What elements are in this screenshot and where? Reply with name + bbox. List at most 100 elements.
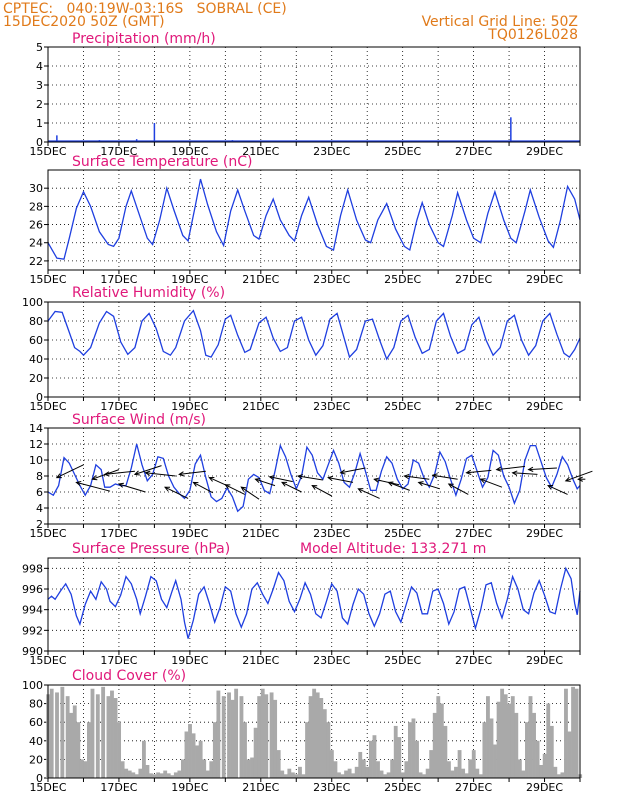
cloud-bar [560, 772, 565, 778]
cloud-bar [411, 718, 416, 778]
x-tick-label: 25DEC [384, 400, 421, 413]
y-tick-label: 60 [29, 716, 43, 729]
panel-title: Precipitation (mm/h) [72, 31, 216, 47]
cloud-bar [457, 750, 462, 778]
cloud-bar [79, 759, 84, 778]
x-tick-label: 23DEC [313, 145, 350, 158]
cloud-bar [117, 722, 122, 778]
y-tick-label: 40 [29, 735, 43, 748]
cloud-bar [539, 764, 544, 778]
wind-arrow [145, 472, 176, 477]
y-tick-label: 26 [29, 219, 43, 232]
cloud-bar [542, 753, 547, 778]
cloud-bar [447, 761, 451, 778]
y-tick-label: 3 [36, 79, 43, 92]
wind-arrow [496, 465, 526, 471]
wind-arrow [179, 470, 206, 475]
wind-arrow [76, 481, 111, 492]
cloud-bar [482, 722, 487, 778]
cloud-bar [478, 774, 483, 778]
cloud-bar [333, 761, 338, 778]
wind-arrow [466, 469, 492, 474]
wind-arrow-head [564, 476, 571, 482]
run-date: 15DEC2020 50Z (GMT) [3, 14, 165, 30]
cloud-bar [564, 688, 568, 778]
cloud-bar [127, 770, 132, 778]
x-tick-label: 19DEC [171, 654, 208, 667]
cloud-bar [574, 688, 579, 778]
y-tick-label: 80 [29, 698, 43, 711]
cloud-bar [553, 766, 558, 778]
wind-arrow-head [281, 481, 288, 487]
wind-arrow-head [117, 482, 124, 488]
x-tick-label: 29DEC [526, 145, 563, 158]
wind-arrow [328, 477, 354, 483]
y-tick-label: 14 [29, 422, 43, 435]
cloud-bar [496, 701, 501, 778]
wind-arrow-head [357, 488, 364, 493]
wind-arrow-head [403, 473, 410, 480]
cloud-bar [243, 722, 247, 778]
wind-arrow [528, 467, 557, 471]
x-tick-label: 17DEC [100, 527, 137, 540]
x-tick-label: 21DEC [242, 273, 279, 286]
y-tick-label: 100 [22, 296, 43, 309]
cloud-bar [390, 759, 395, 778]
wind-arrow-head [240, 486, 247, 492]
cloud-bar [290, 772, 295, 778]
wind-arrow [358, 488, 380, 499]
y-tick-label: 60 [29, 334, 43, 347]
cloud-bar [407, 722, 412, 778]
x-tick-label: 21DEC [242, 400, 279, 413]
y-tick-label: 40 [29, 353, 43, 366]
wind-arrow [432, 474, 458, 480]
panel-title: Surface Temperature (nC) [72, 154, 253, 170]
cloud-bar [319, 698, 324, 778]
wind-arrow-head [296, 474, 303, 480]
cloud-bar [429, 750, 434, 778]
wind-arrow [340, 467, 366, 474]
panel-frame [47, 301, 581, 398]
x-tick-label: 19DEC [171, 781, 208, 794]
cloud-bar [471, 750, 476, 778]
wind-arrow-head [327, 475, 334, 481]
y-tick-label: 6 [36, 486, 43, 499]
cloud-bar [567, 731, 572, 778]
wind-arrow [418, 481, 441, 490]
cloud-bar [312, 688, 317, 778]
cloud-bar [298, 766, 302, 778]
cloud-bar [294, 774, 299, 778]
cloud-bar [184, 731, 189, 778]
wind-arrow [118, 483, 146, 493]
series-line [47, 178, 581, 260]
x-tick-label: 25DEC [384, 781, 421, 794]
cloud-bar [351, 773, 356, 778]
x-tick-label: 15DEC [29, 400, 66, 413]
cloud-bar [337, 772, 341, 778]
wind-arrow [164, 486, 189, 499]
x-tick-label: 19DEC [171, 145, 208, 158]
wind-arrow-head [527, 466, 534, 472]
x-tick-label: 15DEC [29, 273, 66, 286]
cloud-bar [106, 696, 111, 778]
y-tick-label: 12 [29, 438, 43, 451]
cloud-bar [393, 725, 398, 778]
cloud-bar [227, 692, 231, 778]
y-tick-label: 28 [29, 200, 43, 213]
x-tick-label: 25DEC [384, 145, 421, 158]
wind-arrow [269, 476, 293, 483]
cloud-bar [141, 740, 146, 778]
cloud-bar [198, 740, 203, 778]
cloud-bar [95, 694, 100, 778]
wind-arrow-head [373, 477, 380, 483]
x-tick-label: 29DEC [526, 527, 563, 540]
y-tick-label: 4 [36, 502, 43, 515]
cloud-bar [191, 733, 196, 778]
cloud-bar [556, 774, 561, 778]
cloud-bar [253, 727, 258, 778]
x-tick-label: 21DEC [242, 145, 279, 158]
x-tick-label: 19DEC [171, 400, 208, 413]
cloud-bar [503, 694, 508, 778]
cloud-bar [173, 772, 178, 778]
